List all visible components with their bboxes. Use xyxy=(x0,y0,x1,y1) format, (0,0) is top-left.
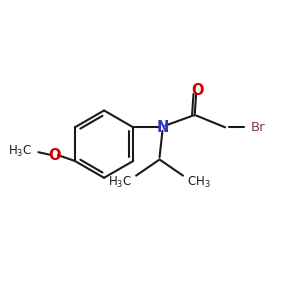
Text: O: O xyxy=(191,83,204,98)
Text: CH$_3$: CH$_3$ xyxy=(188,175,211,190)
Text: O: O xyxy=(48,148,61,163)
Text: N: N xyxy=(156,120,169,135)
Text: Br: Br xyxy=(250,121,265,134)
Text: H$_3$C: H$_3$C xyxy=(108,175,132,190)
Text: H$_3$C: H$_3$C xyxy=(8,144,32,159)
